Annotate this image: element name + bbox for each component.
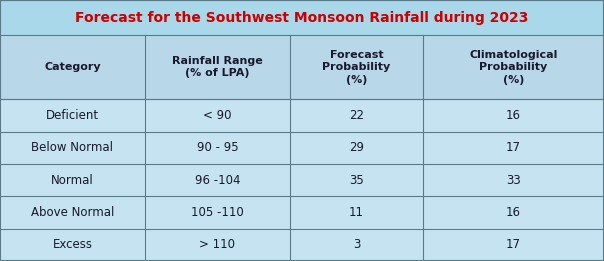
Text: 96 -104: 96 -104 [194,174,240,187]
Text: 16: 16 [506,109,521,122]
Bar [0,35,604,99]
Text: 17: 17 [506,238,521,251]
Text: Rainfall Range
(% of LPA): Rainfall Range (% of LPA) [172,56,263,78]
Text: 35: 35 [349,174,364,187]
Text: Above Normal: Above Normal [31,206,114,219]
Text: Climatological
Probability
(%): Climatological Probability (%) [469,50,557,85]
Text: 33: 33 [506,174,521,187]
Text: 29: 29 [349,141,364,154]
Text: 17: 17 [506,141,521,154]
Bar [0,196,604,229]
Text: 3: 3 [353,238,360,251]
Bar [0,99,604,132]
Text: Category: Category [44,62,101,72]
Text: Normal: Normal [51,174,94,187]
Text: Deficient: Deficient [46,109,99,122]
Bar [0,229,604,261]
Text: Forecast
Probability
(%): Forecast Probability (%) [323,50,390,85]
Text: 16: 16 [506,206,521,219]
Bar [0,164,604,196]
Text: 22: 22 [349,109,364,122]
Text: 11: 11 [349,206,364,219]
Text: Forecast for the Southwest Monsoon Rainfall during 2023: Forecast for the Southwest Monsoon Rainf… [76,11,528,25]
Text: 105 -110: 105 -110 [191,206,244,219]
Text: Excess: Excess [53,238,92,251]
Bar [0,132,604,164]
Text: > 110: > 110 [199,238,236,251]
Text: Below Normal: Below Normal [31,141,114,154]
Text: 90 - 95: 90 - 95 [197,141,238,154]
Bar [0,0,604,35]
Text: < 90: < 90 [203,109,232,122]
